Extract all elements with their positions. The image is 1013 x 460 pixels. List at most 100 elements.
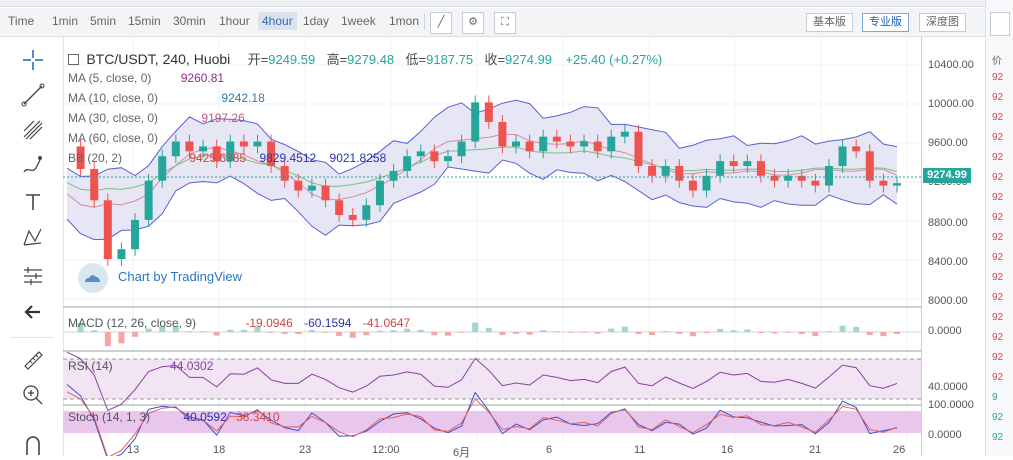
interval-30min[interactable]: 30min: [173, 14, 206, 28]
interval-5min[interactable]: 5min: [90, 14, 117, 28]
candle-body: [239, 141, 248, 147]
interval-toolbar: Time 1min 5min 15min 30min 1hour 4hour 1…: [0, 8, 985, 37]
candle-body: [131, 219, 140, 250]
text-tool-icon[interactable]: [20, 189, 46, 215]
bb-value-1: 9425.6385: [189, 151, 247, 165]
macd-histogram-bar: [894, 332, 900, 335]
ma60-label: MA (60, close, 0): [68, 131, 159, 145]
interval-4hour[interactable]: 4hour: [258, 12, 297, 30]
ma5-label: MA (5, close, 0): [68, 71, 152, 85]
time-label: Time: [8, 14, 35, 28]
macd-histogram-bar: [186, 331, 193, 333]
bb-legend: BB (20, 2) 9425.6385 9829.4512 9021.8258: [68, 151, 386, 165]
measure-icon[interactable]: [20, 262, 46, 288]
candle-body: [416, 151, 425, 157]
fib-tool-icon[interactable]: [20, 117, 46, 143]
order-book-price: 92: [992, 352, 1004, 363]
interval-15min[interactable]: 15min: [128, 14, 161, 28]
stoch-tick-high: 100.0000: [928, 399, 974, 411]
macd-histogram-bar: [853, 326, 860, 332]
macd-histogram-bar: [540, 330, 547, 332]
candle-body: [348, 214, 357, 220]
price-tick: 9600.00: [928, 137, 968, 149]
ruler-icon[interactable]: [20, 347, 46, 373]
interval-1day[interactable]: 1day: [303, 14, 330, 28]
pattern-icon[interactable]: [20, 225, 46, 251]
order-book-price: 92: [992, 312, 1004, 323]
change-value: +25.40 (+0.27%): [565, 52, 663, 67]
ma10-legend: MA (10, close, 0) 9242.18: [68, 91, 265, 105]
macd-histogram-bar: [757, 332, 764, 334]
price-chart[interactable]: [63, 37, 921, 456]
order-book-price: 92: [992, 112, 1004, 123]
macd-value-1: -19.0946: [245, 316, 293, 330]
macd-histogram-bar: [268, 332, 275, 333]
macd-histogram-bar: [404, 328, 411, 332]
candle-body: [76, 146, 85, 169]
magnet-icon[interactable]: [20, 429, 46, 455]
last-price-tag: 9274.99: [923, 168, 971, 183]
time-tick: 16: [721, 444, 734, 456]
price-tick: 10000.00: [928, 98, 974, 110]
stoch-d-line: [66, 391, 898, 456]
macd-histogram-bar: [213, 332, 220, 336]
price-tick: 10400.00: [928, 59, 974, 71]
macd-histogram-bar: [485, 328, 492, 332]
collapse-icon[interactable]: [68, 54, 79, 65]
macd-histogram-bar: [444, 332, 451, 336]
candle-body: [784, 175, 793, 181]
candle-body: [607, 136, 616, 152]
chart-type-icon[interactable]: ╱: [430, 12, 452, 34]
panel-toggle-button[interactable]: [990, 12, 1010, 36]
fullscreen-icon[interactable]: ⛶: [494, 12, 516, 34]
tradingview-watermark[interactable]: Chart by TradingView: [118, 269, 243, 284]
bb-value-2: 9829.4512: [259, 151, 317, 165]
interval-1week[interactable]: 1week: [341, 14, 376, 28]
interval-1mon[interactable]: 1mon: [389, 14, 420, 28]
candle-body: [321, 185, 330, 201]
macd-histogram-bar: [295, 332, 302, 334]
ma5-value: 9260.81: [180, 71, 225, 85]
mode-depth-button[interactable]: 深度图: [919, 13, 966, 32]
zoom-in-icon[interactable]: [20, 382, 46, 408]
time-tick: 13: [127, 444, 140, 456]
close-value: 9274.99: [505, 52, 553, 67]
stoch-legend: Stoch (14, 1, 3) 40.0592 38.3410: [68, 410, 280, 424]
candle-body: [307, 185, 316, 191]
macd-value-2: -60.1594: [304, 316, 352, 330]
time-tick: 6: [546, 444, 553, 456]
order-book-price: 92: [992, 292, 1004, 303]
macd-histogram-bar: [730, 330, 737, 332]
trend-line-icon[interactable]: [20, 82, 46, 108]
crosshair-icon[interactable]: [20, 47, 46, 73]
candle-body: [90, 168, 99, 201]
macd-histogram-bar: [77, 322, 84, 332]
macd-histogram-bar: [621, 326, 628, 332]
settings-gear-icon[interactable]: ⚙: [462, 12, 484, 34]
macd-histogram-bar: [417, 329, 424, 332]
interval-1hour[interactable]: 1hour: [219, 14, 250, 28]
price-axis[interactable]: 10400.00 10000.00 9600.00 9200.00 8800.0…: [921, 37, 986, 456]
low-value: 9187.75: [426, 52, 474, 67]
interval-1min[interactable]: 1min: [52, 14, 79, 28]
order-book-price: 92: [992, 72, 1004, 83]
mode-basic-button[interactable]: 基本版: [806, 13, 853, 32]
candle-body: [267, 141, 276, 167]
bb-value-3: 9021.8258: [329, 151, 387, 165]
order-book-price: 92: [992, 92, 1004, 103]
macd-histogram-bar: [744, 329, 751, 332]
open-label: 开=: [247, 52, 269, 67]
ma10-value: 9242.18: [221, 91, 265, 105]
tool-divider: [10, 337, 54, 338]
order-book-price: 92: [992, 132, 1004, 143]
macd-histogram-bar: [649, 332, 656, 336]
mode-pro-button[interactable]: 专业版: [862, 13, 909, 32]
candle-body: [716, 161, 725, 176]
tradingview-cloud-icon: [85, 275, 100, 282]
brush-icon[interactable]: [20, 152, 46, 178]
macd-histogram-bar: [513, 332, 520, 334]
macd-histogram-bar: [798, 332, 805, 334]
stoch-value-2: 38.3410: [236, 410, 280, 424]
price-tick: 8400.00: [928, 256, 968, 268]
back-arrow-icon[interactable]: [20, 299, 46, 325]
